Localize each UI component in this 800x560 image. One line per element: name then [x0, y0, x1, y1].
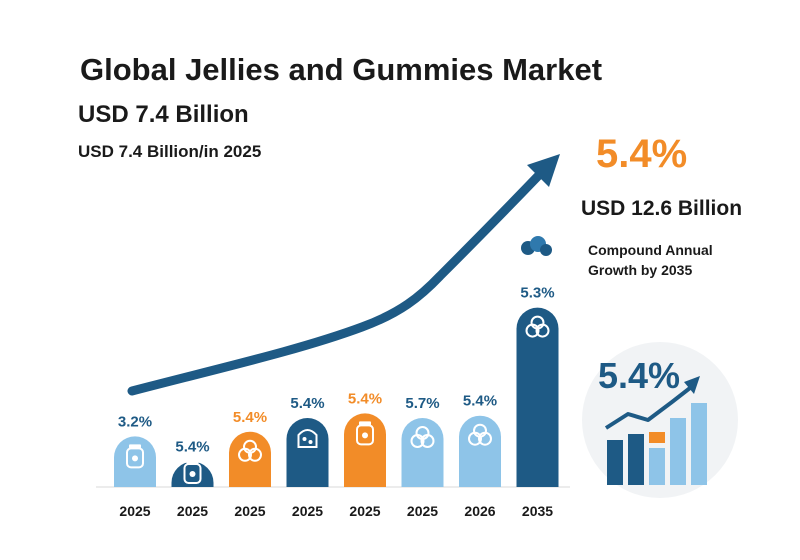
- gummy-cluster-icon: [468, 423, 492, 446]
- x-tick-label: 2035: [522, 503, 553, 519]
- x-tick-label: 2025: [119, 503, 150, 519]
- data-label: 5.4%: [463, 393, 497, 410]
- bar: [401, 418, 444, 487]
- market-size-headline: USD 7.4 Billion: [78, 101, 249, 128]
- x-tick-label: 2025: [349, 503, 380, 519]
- inset-bar: [670, 418, 686, 485]
- bar: [114, 436, 156, 487]
- bar: [344, 413, 386, 487]
- inset-arrow-head: [684, 376, 700, 394]
- x-tick-label: 2025: [292, 503, 323, 519]
- future-market-value: USD 12.6 Billion: [581, 197, 743, 220]
- x-tick-label: 2026: [464, 503, 495, 519]
- trend-arrow-head: [527, 154, 560, 187]
- bar-group: 5.4% 2025: [344, 390, 386, 519]
- inset-bar: [649, 448, 665, 485]
- bar-group: 5.7% 2025: [401, 395, 444, 519]
- inset-bar: [607, 440, 623, 485]
- cagr-description: Compound Annual Growth by 2035: [588, 242, 713, 278]
- data-label: 3.2%: [118, 413, 152, 430]
- trend-arrow: [127, 154, 560, 396]
- trend-arrow-line: [127, 169, 545, 396]
- data-label: 5.3%: [520, 285, 554, 302]
- gummy-cluster-icon: [521, 236, 552, 256]
- x-tick-label: 2025: [234, 503, 265, 519]
- jar-icon: [356, 421, 374, 446]
- market-size-subheadline: USD 7.4 Billion/in 2025: [78, 142, 262, 161]
- inset-bar: [649, 432, 665, 443]
- bar: [459, 415, 501, 487]
- data-label: 5.4%: [348, 390, 382, 407]
- inset-mini-chart: [582, 342, 738, 498]
- inset-bar: [691, 403, 707, 485]
- inset-trend-line: [604, 386, 692, 430]
- bar: [516, 307, 559, 487]
- jar-icon: [183, 460, 202, 484]
- bar-group: 5.3% 2035: [516, 285, 559, 519]
- bar: [286, 418, 329, 487]
- inset-growth-label: 5.4%: [598, 355, 681, 396]
- inset-bar: [628, 434, 644, 485]
- gummy-cluster-icon: [410, 426, 435, 448]
- data-label: 5.4%: [290, 395, 324, 412]
- x-tick-label: 2025: [407, 503, 438, 519]
- chart-title: Global Jellies and Gummies Market: [80, 52, 603, 87]
- bar-group: 5.4% 2025: [229, 409, 271, 519]
- bar-group: 5.4% 2025: [286, 395, 329, 519]
- gummy-cluster-icon: [238, 439, 262, 462]
- gummy-cluster-icon: [525, 315, 550, 338]
- gummy-icon: [297, 429, 318, 448]
- data-label: 5.4%: [175, 439, 209, 456]
- data-label: 5.4%: [233, 409, 267, 426]
- jar-icon: [126, 444, 144, 469]
- cagr-value: 5.4%: [596, 132, 688, 176]
- bar-group: 5.4% 2026: [459, 393, 501, 519]
- x-tick-label: 2025: [177, 503, 208, 519]
- bar-group: 3.2% 2025: [114, 413, 156, 519]
- data-label: 5.7%: [405, 395, 439, 412]
- bar-group: 5.4% 2025: [171, 439, 214, 519]
